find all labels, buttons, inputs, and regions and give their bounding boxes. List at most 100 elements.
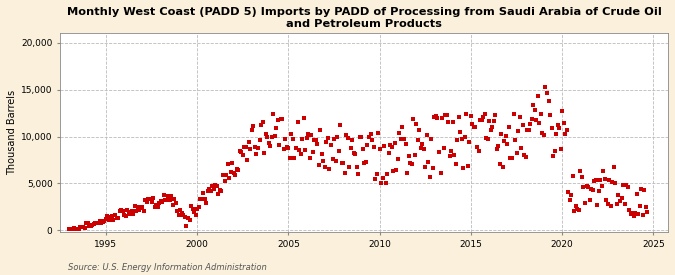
Point (84, 224, 95, 228)
Point (473, 149, 484, 154)
Point (423, 160, 434, 164)
Point (344, 164, 354, 169)
Point (193, 205, 204, 210)
Point (569, 209, 580, 213)
Point (169, 197, 180, 201)
Point (210, 183, 221, 188)
Point (119, 212, 130, 217)
Point (117, 209, 128, 213)
Point (352, 165, 362, 170)
Point (454, 115, 464, 119)
Point (493, 144, 504, 149)
Point (189, 210, 200, 214)
Point (399, 136, 410, 141)
Point (303, 131, 314, 136)
Point (250, 144, 261, 149)
Point (113, 216, 124, 221)
Point (306, 133, 317, 138)
Point (318, 158, 329, 163)
Point (619, 201, 630, 206)
Point (371, 172, 382, 177)
Point (589, 179, 599, 183)
Point (458, 166, 468, 170)
Point (234, 148, 245, 153)
Point (476, 118, 487, 122)
Point (637, 213, 648, 218)
Point (148, 196, 159, 200)
Point (560, 131, 570, 136)
Point (581, 184, 592, 188)
Point (563, 190, 574, 194)
Point (636, 186, 647, 191)
Point (307, 150, 318, 154)
Point (425, 175, 435, 180)
Point (252, 146, 263, 150)
Point (263, 141, 274, 145)
Point (291, 146, 302, 150)
Point (475, 118, 485, 122)
Point (516, 146, 526, 150)
Point (160, 197, 171, 202)
Point (449, 153, 460, 157)
Point (317, 152, 327, 156)
Point (505, 156, 516, 161)
Y-axis label: Thousand Barrels: Thousand Barrels (7, 90, 17, 175)
Point (65, 227, 76, 231)
Point (335, 123, 346, 128)
Point (236, 150, 246, 154)
Point (420, 165, 431, 169)
Point (325, 143, 336, 148)
Point (136, 205, 146, 210)
Point (537, 130, 548, 135)
Point (323, 135, 333, 140)
Point (513, 128, 524, 133)
Point (292, 120, 303, 124)
Point (499, 139, 510, 143)
Point (130, 204, 140, 208)
Point (155, 199, 166, 204)
Point (262, 134, 273, 139)
Point (508, 112, 519, 116)
Point (441, 113, 452, 118)
Point (574, 207, 585, 212)
Point (583, 185, 593, 189)
Text: Source: U.S. Energy Information Administration: Source: U.S. Energy Information Administ… (68, 263, 266, 272)
Point (272, 118, 283, 123)
Point (114, 208, 125, 213)
Point (225, 170, 236, 174)
Point (283, 146, 294, 150)
Point (95, 219, 105, 223)
Point (64, 227, 75, 232)
Point (564, 198, 575, 202)
Point (412, 138, 423, 142)
Point (297, 137, 308, 142)
Point (604, 178, 615, 182)
Point (115, 208, 126, 212)
Point (175, 208, 186, 212)
Point (266, 135, 277, 139)
Point (321, 139, 332, 144)
Point (186, 204, 196, 208)
Point (268, 112, 279, 116)
Point (633, 212, 644, 216)
Point (616, 196, 627, 200)
Point (132, 205, 143, 210)
Point (429, 115, 440, 119)
Point (432, 116, 443, 120)
Point (526, 117, 537, 121)
Point (558, 121, 569, 125)
Point (230, 173, 240, 178)
Point (216, 188, 227, 193)
Point (256, 122, 267, 127)
Point (446, 148, 456, 153)
Point (444, 154, 455, 158)
Point (625, 212, 636, 216)
Point (107, 214, 117, 218)
Point (437, 115, 448, 120)
Point (154, 200, 165, 205)
Point (172, 209, 183, 213)
Point (312, 142, 323, 147)
Point (622, 184, 633, 189)
Point (289, 156, 300, 160)
Point (93, 221, 104, 226)
